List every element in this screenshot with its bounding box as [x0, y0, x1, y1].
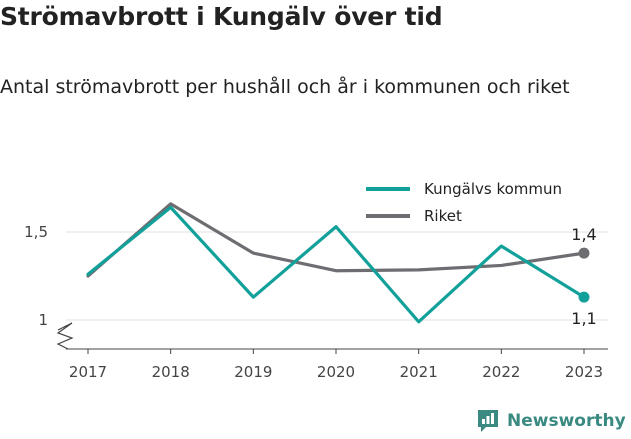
y-tick-label: 1 — [38, 311, 48, 329]
series-line — [86, 202, 586, 278]
x-tick-label: 2018 — [152, 363, 190, 381]
y-tick-label: 1,5 — [24, 223, 48, 241]
end-value-label: 1,4 — [571, 225, 596, 244]
x-tick-label: 2023 — [565, 363, 603, 381]
series-line — [86, 205, 586, 324]
x-tick-label: 2019 — [234, 363, 272, 381]
x-tick-label: 2020 — [317, 363, 355, 381]
x-tick-label: 2022 — [482, 363, 520, 381]
chart-subtitle: Antal strömavbrott per hushåll och år i … — [0, 76, 570, 98]
end-value-label: 1,1 — [571, 309, 596, 328]
x-tick-label: 2021 — [400, 363, 438, 381]
series-end-point — [578, 247, 590, 259]
brand-name: Newsworthy — [507, 411, 626, 431]
legend-label: Riket — [424, 207, 462, 225]
axis-break-icon — [56, 322, 74, 350]
newsworthy-icon — [478, 410, 498, 432]
chart-title: Strömavbrott i Kungälv över tid — [0, 2, 443, 31]
series-end-point — [578, 291, 590, 303]
legend-label: Kungälvs kommun — [424, 180, 562, 198]
x-tick-label: 2017 — [69, 363, 107, 381]
newsworthy-logo: Newsworthy — [476, 408, 626, 434]
